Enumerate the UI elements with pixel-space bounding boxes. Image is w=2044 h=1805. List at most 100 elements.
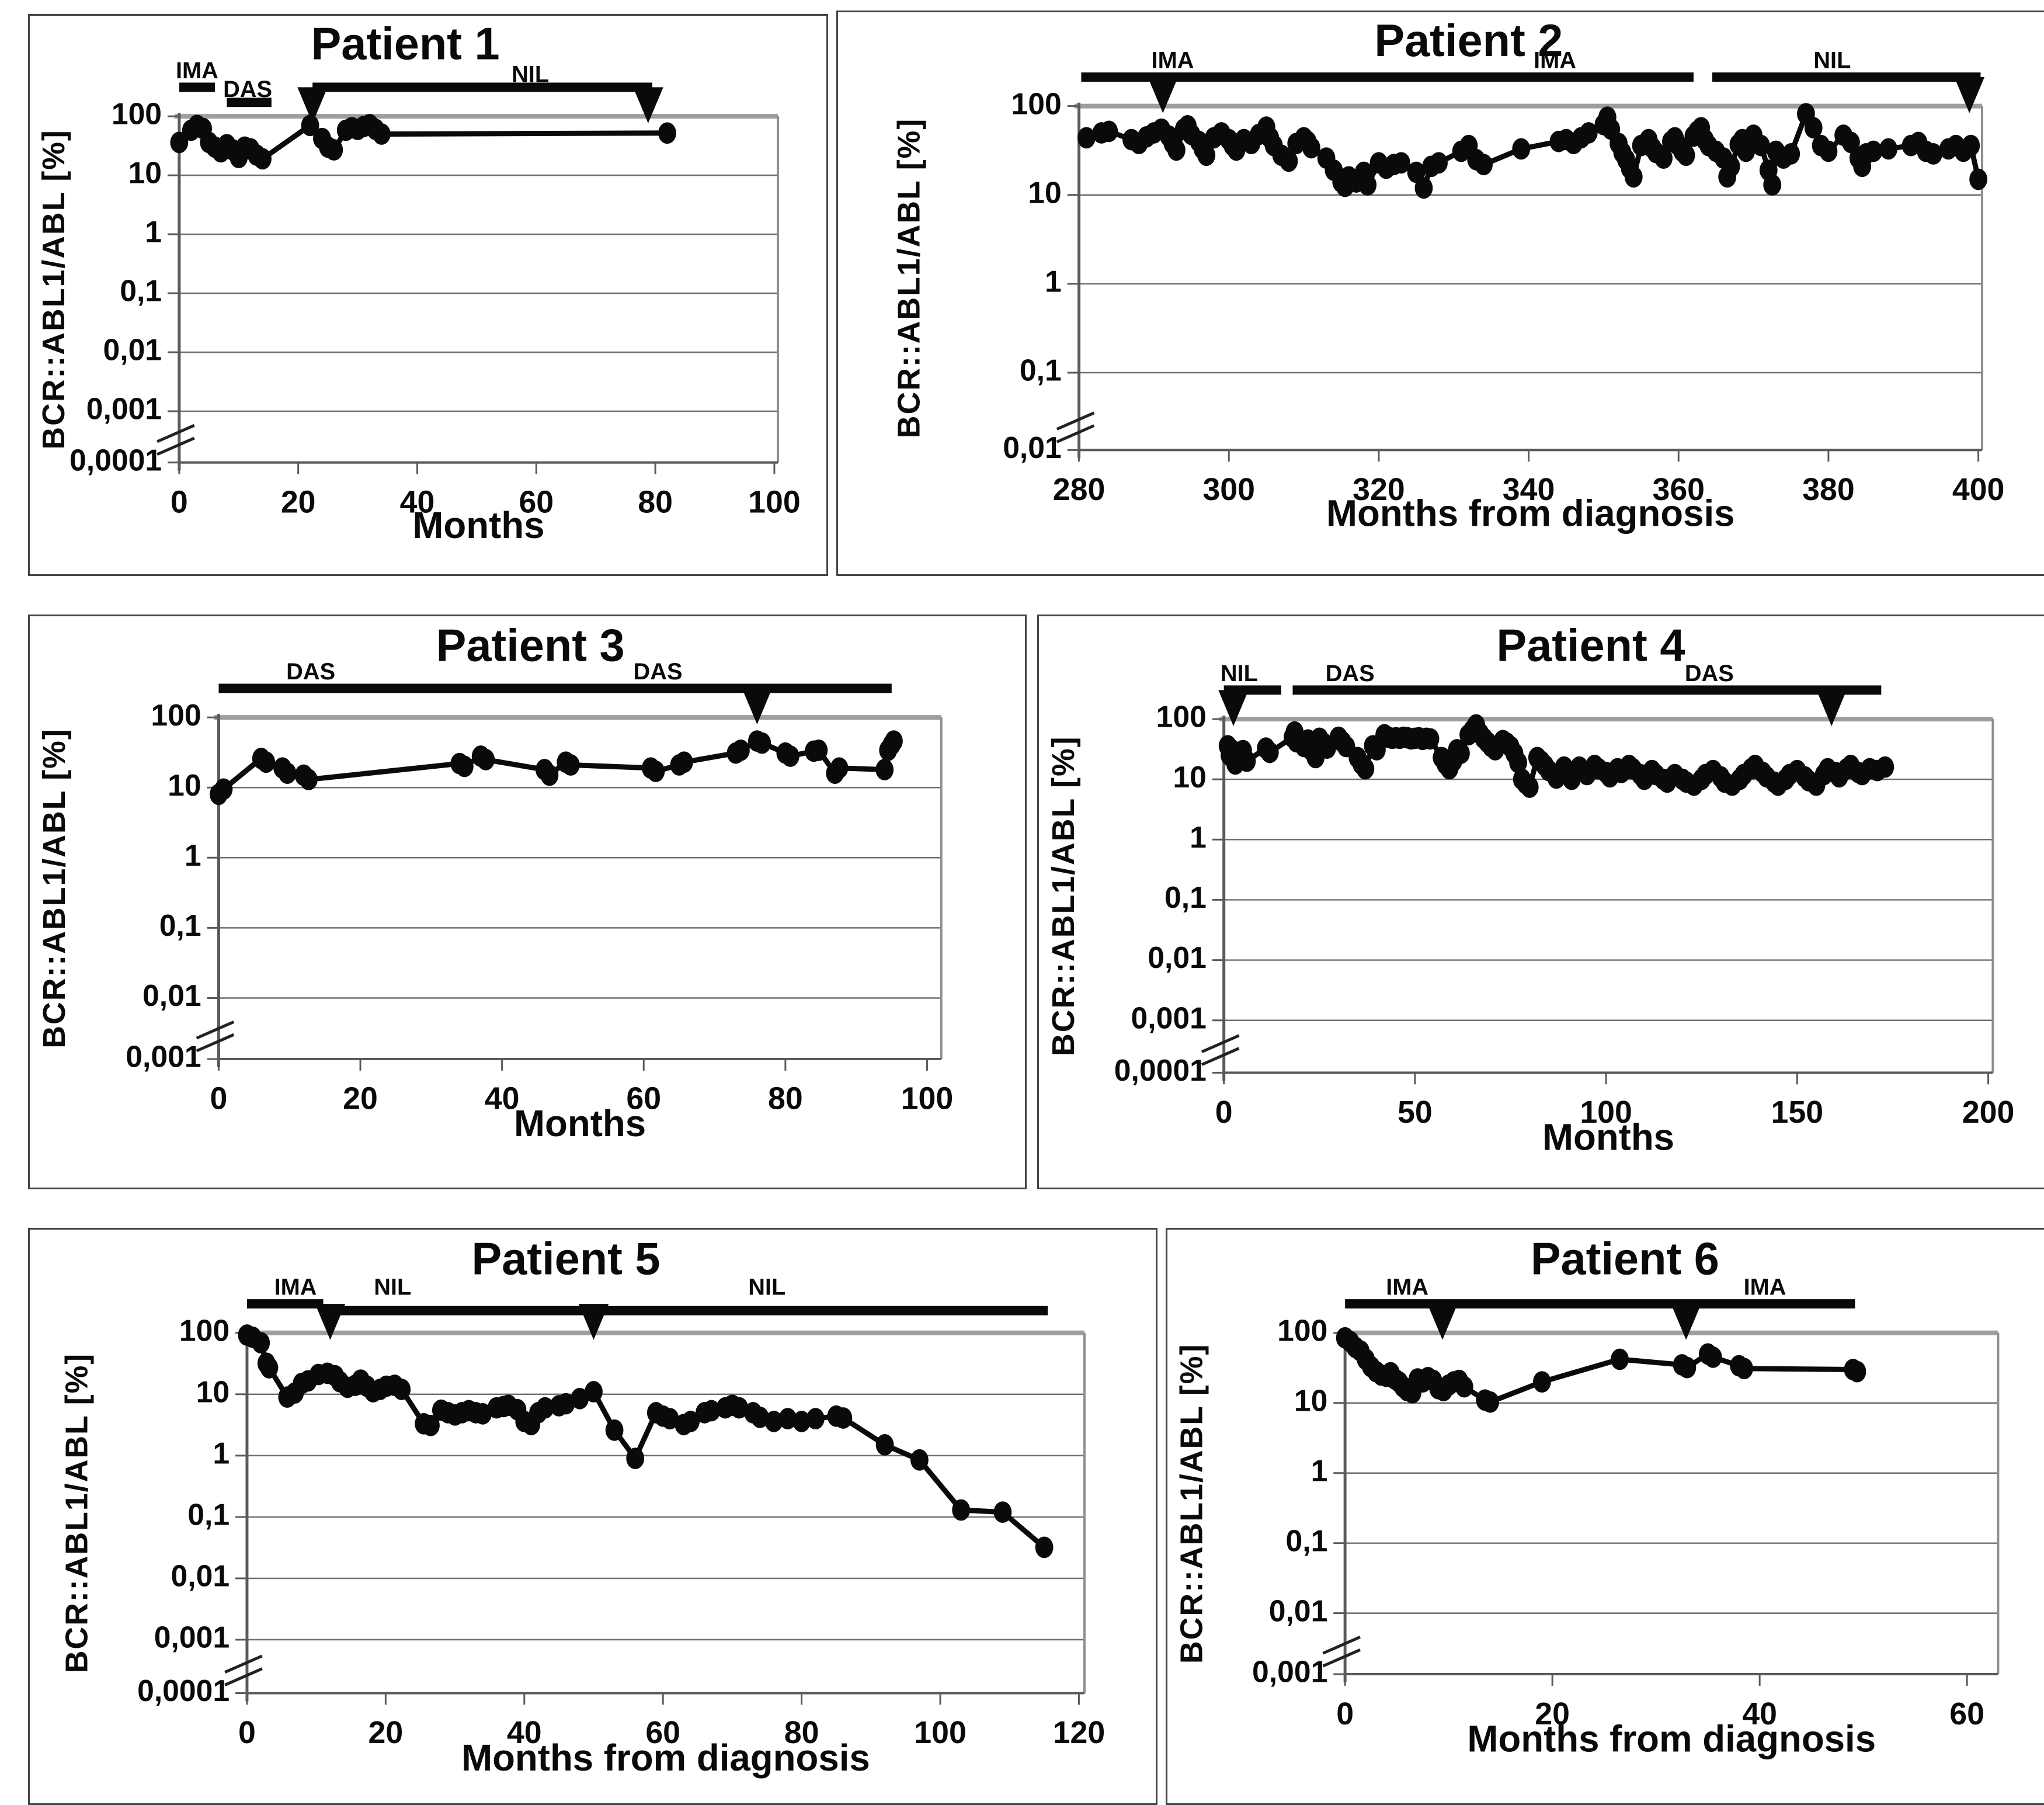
y-tick-label: 0,01 — [142, 978, 201, 1012]
x-tick-label: 20 — [343, 1081, 378, 1116]
data-point — [1611, 1348, 1629, 1370]
x-tick-label: 320 — [1353, 472, 1405, 507]
treatment-bar — [246, 1299, 324, 1309]
data-point — [605, 1419, 624, 1441]
y-tick-label: 100 — [1156, 700, 1207, 734]
data-point — [1358, 174, 1377, 196]
y-tick-label: 1 — [1045, 265, 1062, 298]
patient-6-panel: 100 10 1 0,1 0,01 0,001 0 20 40 60 Months from dia… — [1166, 1228, 2044, 1805]
y-axis-label: BCR::ABL1/ABL [%] — [37, 728, 72, 1048]
data-point — [764, 1411, 783, 1432]
treatment-label: NIL — [512, 62, 549, 88]
x-tick-label: 40 — [1742, 1696, 1777, 1731]
y-tick-label: 10 — [1173, 760, 1206, 794]
axis-break-icon — [1056, 411, 1095, 431]
y-tick-label: 0,001 — [1252, 1655, 1327, 1689]
y-tick-label: 1 — [1190, 820, 1207, 854]
patient-1-panel: 100 10 1 0,1 0,01 0,001 0,0001 0 20 40 60 80 100 Mont… — [28, 14, 828, 576]
chart-title: Patient 2 — [1374, 16, 1563, 66]
data-point — [1969, 168, 1987, 190]
chart-title: Patient 6 — [1531, 1234, 1719, 1285]
patient-6-chart: 100 10 1 0,1 0,01 0,001 0 20 40 60 Months from dia… — [1174, 1234, 2000, 1760]
y-tick-label: 0,1 — [1164, 880, 1207, 914]
x-tick-label: 60 — [519, 485, 554, 520]
data-point — [372, 123, 391, 145]
data-point — [1722, 155, 1740, 178]
data-point — [1848, 1360, 1866, 1383]
treatment-label: NIL — [748, 1275, 785, 1300]
data-point — [682, 1411, 700, 1432]
x-tick-label: 20 — [1535, 1696, 1570, 1731]
x-tick-label: 40 — [507, 1715, 542, 1750]
y-tick-label: 0,0001 — [69, 443, 162, 477]
y-tick-label: 10 — [1028, 175, 1061, 209]
event-arrow-icon — [742, 688, 773, 725]
data-point — [1752, 134, 1770, 157]
data-point — [1356, 758, 1375, 780]
event-arrow-icon — [1218, 690, 1249, 726]
data-point — [1864, 140, 1883, 162]
data-point — [809, 739, 828, 761]
y-axis-label: BCR::ABL1/ABL [%] — [60, 1353, 95, 1673]
data-point — [1509, 752, 1527, 773]
x-tick-label: 150 — [1771, 1095, 1824, 1130]
data-point — [1280, 150, 1298, 172]
data-point — [806, 1408, 825, 1430]
x-axis-label: Months from diagnosis — [461, 1737, 870, 1779]
x-tick-label: 60 — [626, 1081, 661, 1116]
y-tick-label: 0,01 — [103, 333, 162, 367]
data-point — [753, 732, 771, 754]
event-arrow-icon — [633, 87, 663, 124]
treatment-bar — [329, 1306, 1048, 1315]
data-point — [252, 1332, 270, 1354]
data-series-line — [244, 1332, 1047, 1550]
chart-title: Patient 4 — [1496, 620, 1685, 671]
y-tick-label: 1 — [213, 1436, 230, 1470]
data-point — [571, 1387, 589, 1410]
axis-break-icon — [1322, 1648, 1361, 1668]
treatment-label: IMA — [1152, 48, 1194, 74]
x-tick-label: 40 — [485, 1081, 520, 1116]
treatment-bar — [179, 82, 215, 92]
treatment-bar — [227, 98, 272, 107]
data-point — [300, 769, 318, 790]
y-tick-label: 0,001 — [154, 1620, 230, 1654]
event-arrow-icon — [1148, 77, 1179, 113]
axis-break-icon — [1201, 1034, 1240, 1053]
axis-break-icon — [224, 1667, 263, 1686]
treatment-label: DAS — [1326, 661, 1375, 686]
y-tick-label: 0,1 — [120, 274, 162, 308]
axis-break-icon — [196, 1020, 235, 1040]
data-point — [1678, 1356, 1697, 1379]
y-axis-label: BCR::ABL1/ABL [%] — [891, 118, 926, 438]
y-tick-label: 10 — [168, 768, 201, 802]
data-point — [732, 739, 750, 761]
y-tick-label: 0,001 — [126, 1040, 201, 1074]
data-point — [1481, 1391, 1500, 1413]
data-point — [1520, 776, 1539, 799]
data-point — [1819, 140, 1838, 162]
x-tick-label: 50 — [1398, 1095, 1433, 1130]
treatment-label: IMA — [274, 1275, 317, 1300]
data-point — [702, 1400, 721, 1422]
patient-2-chart: 100 10 1 0,1 0,01 280 300 320 340 360 380 400 Months… — [891, 16, 2004, 534]
event-arrow-icon — [297, 87, 328, 124]
data-point — [1430, 152, 1448, 174]
data-point — [885, 730, 903, 752]
data-point — [1100, 120, 1118, 143]
patient-5-panel: 100 10 1 0,1 0,01 0,001 0,0001 0 20 40 60 80 100 120 M… — [28, 1228, 1157, 1805]
data-point — [875, 1433, 894, 1456]
data-point — [1197, 144, 1216, 166]
data-point — [993, 1501, 1012, 1523]
event-arrow-icon — [1427, 1304, 1458, 1340]
data-point — [730, 1397, 749, 1419]
data-point — [1842, 131, 1860, 154]
data-point — [1962, 134, 1980, 157]
data-point — [260, 1357, 279, 1379]
x-tick-label: 80 — [784, 1715, 819, 1750]
patient-2-panel: 100 10 1 0,1 0,01 280 300 320 340 360 380 400 Months… — [836, 11, 2044, 576]
treatment-label: NIL — [1221, 661, 1258, 686]
x-tick-label: 20 — [369, 1715, 404, 1750]
